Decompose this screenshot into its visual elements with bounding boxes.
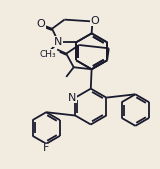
Text: F: F xyxy=(43,143,49,153)
Text: O: O xyxy=(36,19,45,29)
Text: O: O xyxy=(91,16,99,26)
Text: CH₃: CH₃ xyxy=(40,50,56,59)
Text: N: N xyxy=(54,37,62,46)
Text: N: N xyxy=(68,93,76,103)
